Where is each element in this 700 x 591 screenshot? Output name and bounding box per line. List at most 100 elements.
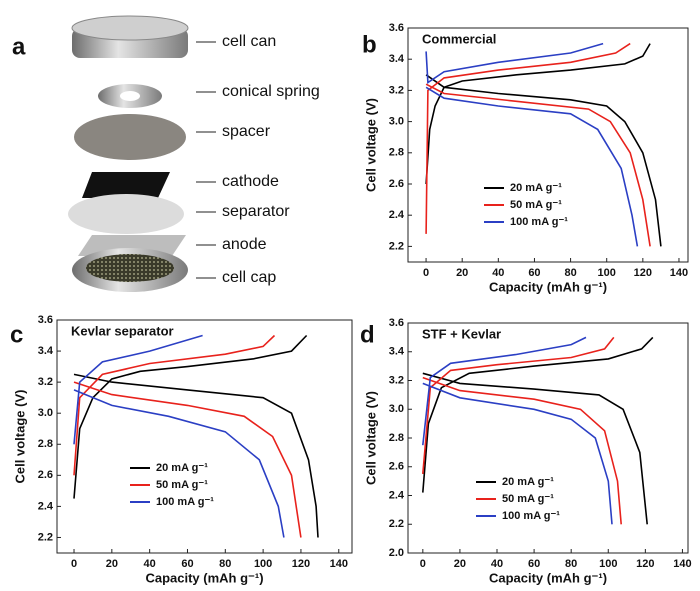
x-tick-label: 60: [528, 558, 540, 570]
chart-title: Commercial: [422, 31, 496, 46]
spacer-shape: [74, 114, 186, 160]
x-tick-label: 140: [330, 558, 348, 570]
part-label: spacer: [222, 123, 271, 140]
y-tick-label: 3.2: [38, 376, 53, 388]
x-tick-label: 0: [71, 558, 77, 570]
y-tick-label: 2.2: [38, 531, 53, 543]
y-tick-label: 3.2: [389, 84, 404, 96]
y-tick-label: 2.6: [389, 178, 404, 190]
y-tick-label: 3.6: [389, 22, 404, 34]
y-tick-label: 2.2: [389, 240, 404, 252]
chart-title: Kevlar separator: [71, 323, 174, 338]
legend-label: 100 mA g⁻¹: [510, 216, 568, 228]
discharge-curve: [73, 381, 302, 538]
x-tick-label: 120: [636, 558, 654, 570]
legend-label: 100 mA g⁻¹: [502, 510, 560, 522]
y-tick-label: 3.2: [389, 374, 404, 386]
x-tick-label: 100: [599, 558, 617, 570]
x-tick-label: 0: [420, 558, 426, 570]
cathode-shape: [82, 172, 170, 198]
discharge-curve: [73, 373, 319, 538]
x-tick-label: 140: [670, 267, 688, 279]
charge-curve: [422, 336, 654, 493]
y-tick-label: 3.6: [389, 317, 404, 329]
x-tick-label: 100: [598, 267, 616, 279]
y-tick-label: 2.8: [389, 147, 404, 159]
x-tick-label: 40: [144, 558, 156, 570]
part-label: conical spring: [222, 83, 320, 100]
discharge-curve: [425, 83, 651, 247]
y-axis-label: Cell voltage (V): [12, 390, 27, 484]
y-tick-label: 3.4: [389, 53, 405, 65]
y-tick-label: 2.4: [38, 500, 54, 512]
x-tick-label: 20: [456, 267, 468, 279]
x-tick-label: 40: [491, 558, 503, 570]
part-label: cell cap: [222, 269, 276, 286]
discharge-curve: [73, 389, 285, 538]
x-tick-label: 80: [564, 267, 576, 279]
cell-can-top: [71, 15, 189, 41]
x-tick-label: 60: [181, 558, 193, 570]
legend-label: 100 mA g⁻¹: [156, 496, 214, 508]
y-tick-label: 3.0: [38, 407, 53, 419]
charge-curve: [422, 336, 615, 474]
y-tick-label: 2.2: [389, 518, 404, 530]
legend-label: 50 mA g⁻¹: [156, 479, 208, 491]
plot-frame: [56, 319, 353, 554]
x-tick-label: 120: [292, 558, 310, 570]
separator-shape: [68, 194, 184, 234]
y-tick-label: 3.0: [389, 403, 404, 415]
plot-frame: [407, 27, 689, 263]
charge-curve: [425, 42, 604, 85]
x-tick-label: 40: [492, 267, 504, 279]
chart-title: STF + Kevlar: [422, 326, 501, 341]
x-tick-label: 100: [254, 558, 272, 570]
discharge-curve: [422, 382, 613, 525]
legend-label: 50 mA g⁻¹: [510, 199, 562, 211]
part-label: cell can: [222, 33, 276, 50]
panel-label: a: [12, 33, 26, 60]
discharge-curve: [425, 86, 639, 247]
y-tick-label: 3.4: [389, 346, 405, 358]
y-tick-label: 2.0: [389, 547, 404, 559]
part-label: separator: [222, 203, 290, 220]
x-tick-label: 80: [565, 558, 577, 570]
x-tick-label: 140: [673, 558, 691, 570]
charge-curve: [425, 43, 651, 185]
y-tick-label: 2.4: [389, 209, 405, 221]
spring-hole: [120, 91, 140, 101]
part-label: cathode: [222, 173, 279, 190]
y-tick-label: 3.6: [38, 314, 53, 326]
x-axis-label: Capacity (mAh g⁻¹): [489, 570, 607, 585]
y-tick-label: 2.6: [389, 461, 404, 473]
discharge-curve: [422, 376, 622, 525]
panel-label: b: [362, 31, 377, 58]
y-tick-label: 2.8: [389, 432, 404, 444]
charge-curve: [422, 336, 587, 446]
y-axis-label: Cell voltage (V): [363, 98, 378, 192]
x-tick-label: 0: [423, 267, 429, 279]
charge-curve: [425, 42, 631, 234]
legend-label: 20 mA g⁻¹: [502, 476, 554, 488]
x-tick-label: 80: [219, 558, 231, 570]
x-axis-label: Capacity (mAh g⁻¹): [145, 570, 263, 585]
x-tick-label: 120: [634, 267, 652, 279]
y-tick-label: 3.4: [38, 345, 54, 357]
legend-label: 20 mA g⁻¹: [156, 462, 208, 474]
x-tick-label: 20: [106, 558, 118, 570]
discharge-curve: [422, 372, 648, 525]
y-tick-label: 2.6: [38, 469, 53, 481]
part-label: anode: [222, 236, 267, 253]
discharge-curve: [425, 74, 662, 247]
charge-curve: [73, 334, 308, 499]
panel-label: d: [360, 321, 375, 348]
charge-curve: [73, 334, 203, 445]
cell-cap-mesh: [86, 254, 174, 282]
legend-label: 20 mA g⁻¹: [510, 182, 562, 194]
y-tick-label: 3.0: [389, 116, 404, 128]
y-tick-label: 2.8: [38, 438, 53, 450]
panel-label: c: [10, 321, 23, 348]
y-tick-label: 2.4: [389, 489, 405, 501]
x-axis-label: Capacity (mAh g⁻¹): [489, 279, 607, 294]
